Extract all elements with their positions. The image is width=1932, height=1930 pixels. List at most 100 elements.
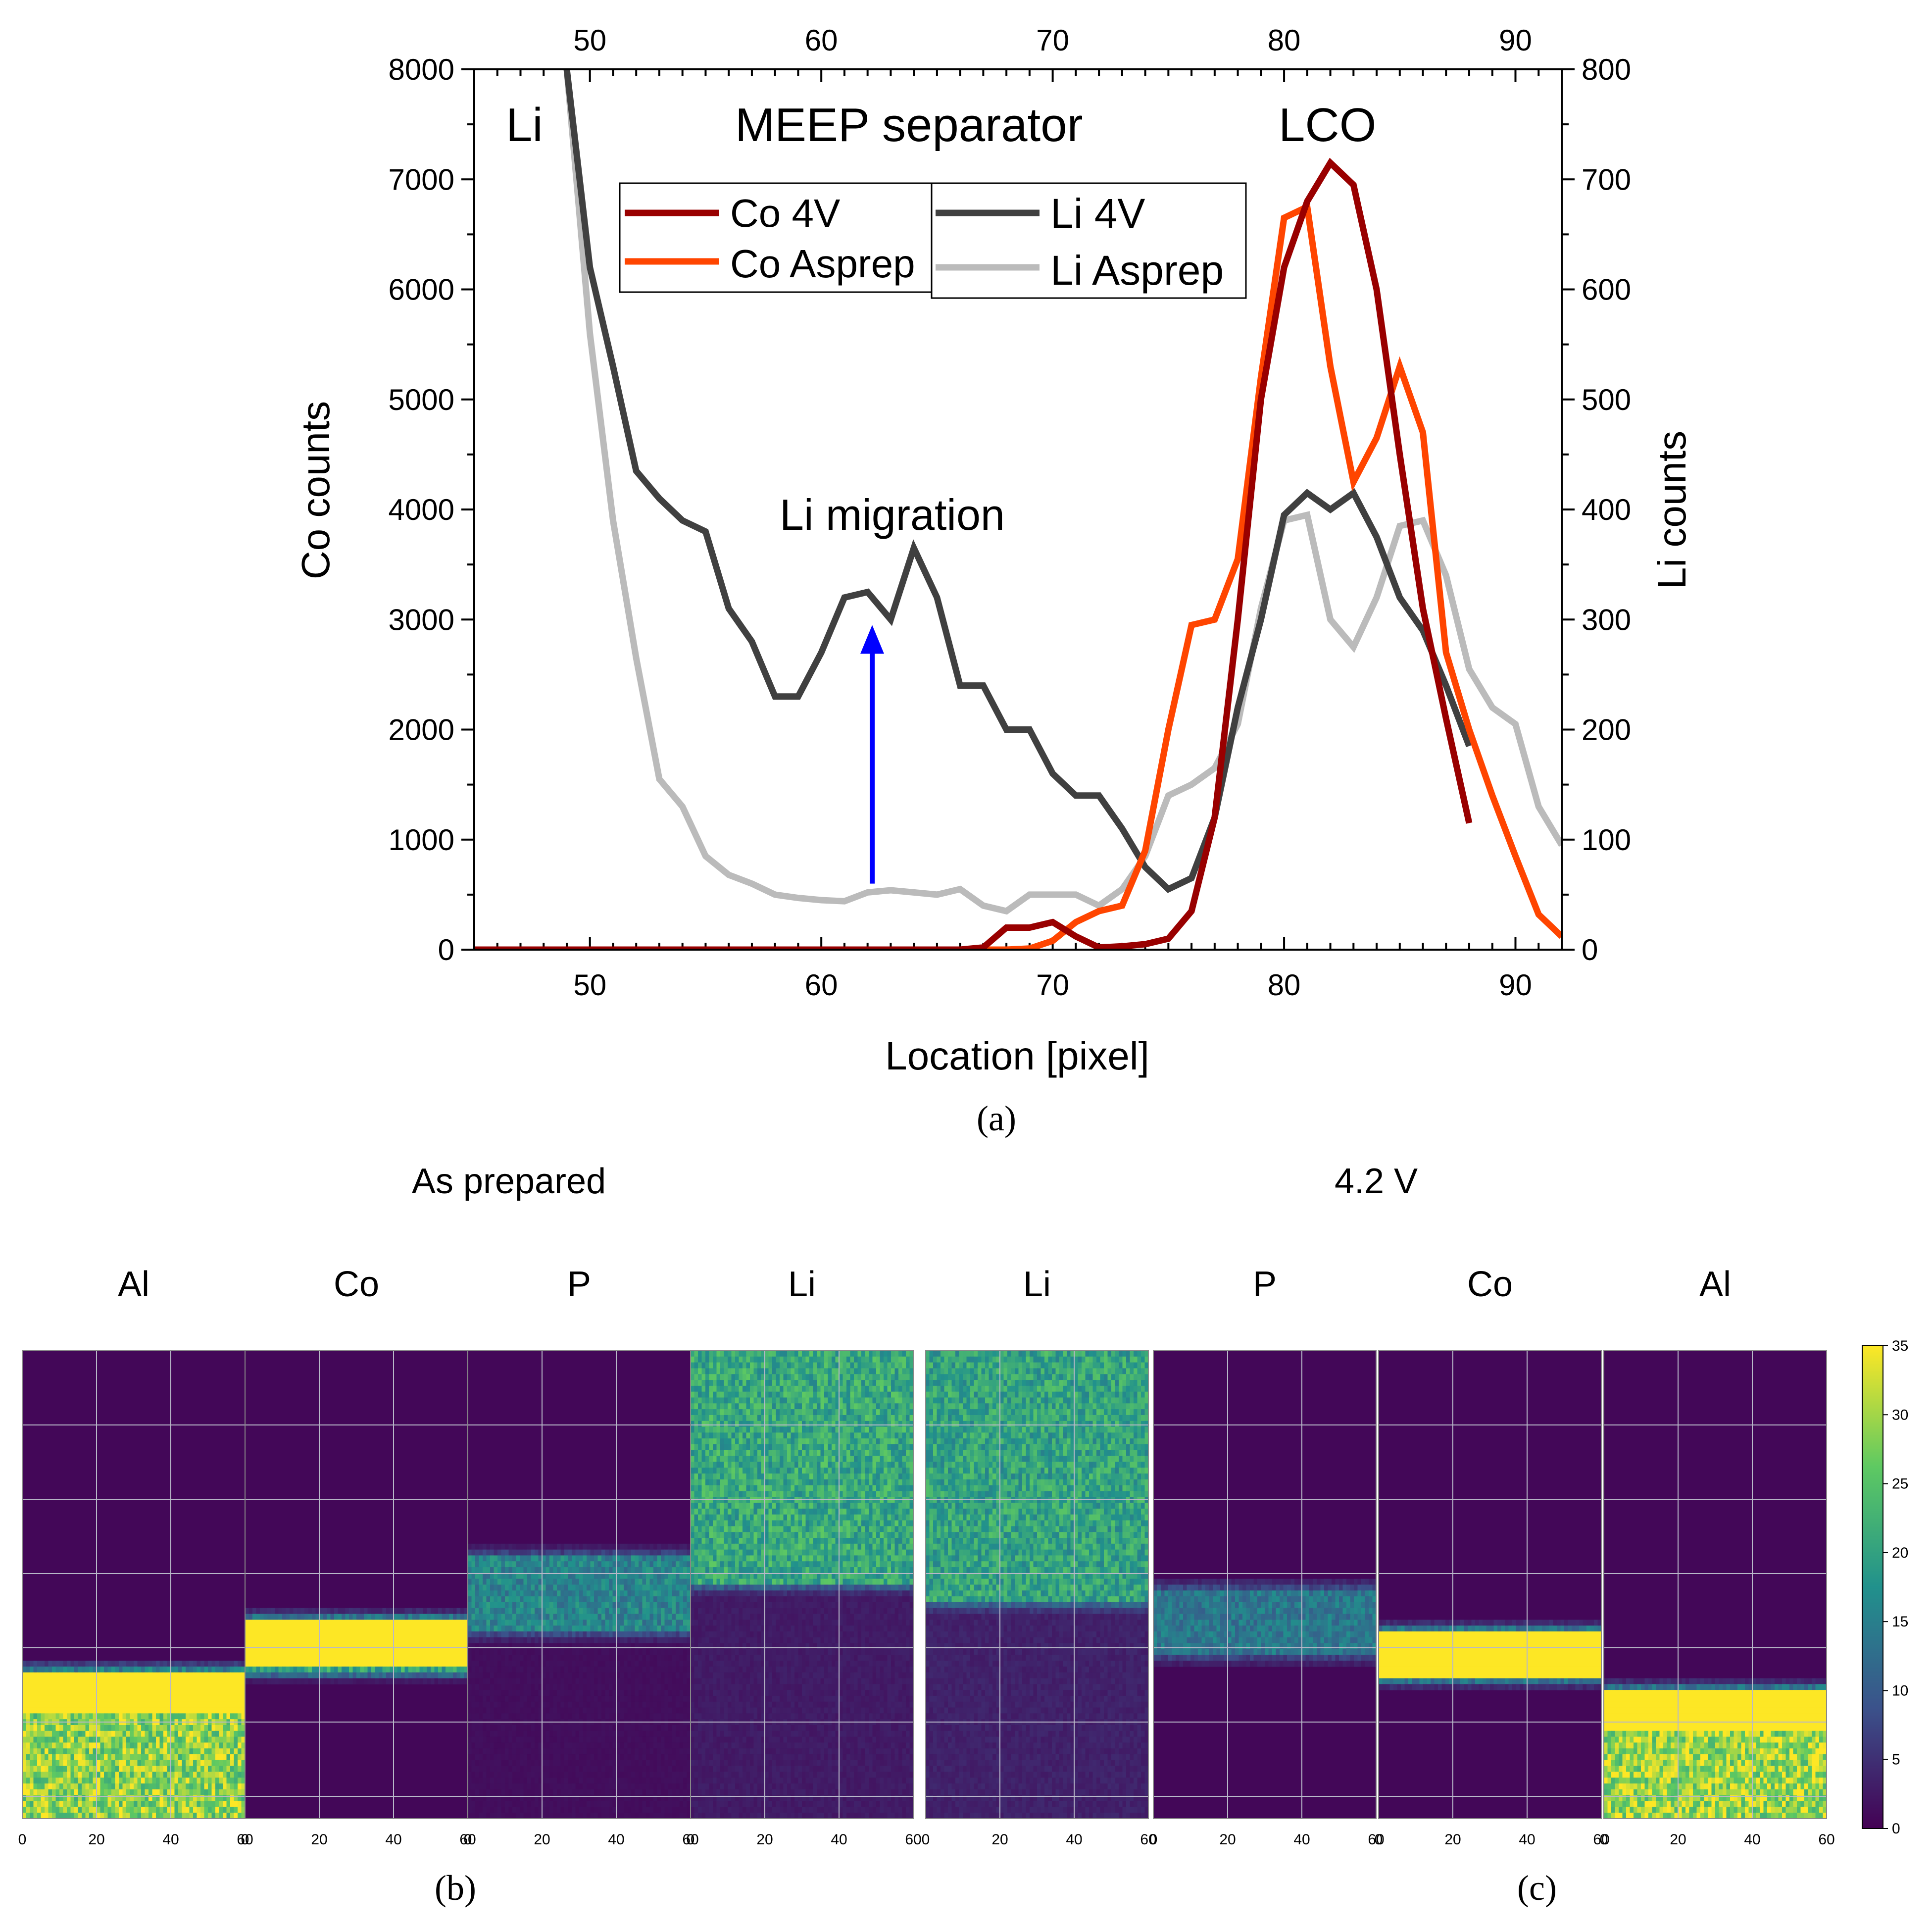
plot-frame [473,68,1563,951]
arrow-head [860,625,885,654]
colorbar-ticks: 0 5 10 15 20 25 30 35 [1883,1338,1908,1837]
heatmap-x-tick-label: 0 [18,1831,27,1848]
heatmap-al-4-2v [1604,1351,1827,1819]
heatmap-x-tick-label: 0 [687,1831,695,1848]
heatmap-x-tick-label: 40 [1066,1831,1082,1848]
heatmap-x-tick-label: 0 [1375,1831,1383,1848]
heatmap-x-tick-label: 20 [991,1831,1008,1848]
heatmap-x-tick-label: 60 [1140,1831,1156,1848]
y-tick-label-left: 0 [438,933,454,966]
heatmap-x-tick-label: 60 [1818,1831,1834,1848]
y-axis-label-left: Co counts [294,401,338,579]
heatmap-x-tick-label: 40 [831,1831,847,1848]
y-axis-label-right: Li counts [1650,431,1694,589]
annotation-li-migration: Li migration [780,490,1005,539]
heatmap-grid [22,1350,1827,1819]
y-tick-label-left: 6000 [389,273,454,306]
heatmap-p-as-prepared [468,1351,691,1819]
y-tick-label-right: 800 [1582,53,1631,86]
heatmap-x-tick-label: 0 [1149,1831,1158,1848]
annotation-lco: LCO [1279,99,1376,152]
legend-label-co-asprep: Co Asprep [730,242,915,286]
y-tick-label-right: 100 [1582,823,1631,857]
heatmap-frame [1603,1350,1827,1819]
heatmap-x-tick-label: 40 [608,1831,624,1848]
heatmap-x-tick-label: 60 [1368,1831,1384,1848]
heatmap-frame [690,1350,914,1819]
panel-label-b: (b) [435,1868,476,1908]
series-line-li-asprep [563,69,1562,915]
annotation-li: Li [506,99,543,152]
legend-label-li-asprep: Li Asprep [1050,247,1224,294]
colorbar-tick-label: 10 [1892,1682,1908,1699]
y-tick-label-left: 8000 [389,53,454,86]
y-tick-label-right: 200 [1582,713,1631,747]
legend-label-li-4v: Li 4V [1050,190,1145,237]
heatmap-x-tick-label: 20 [1670,1831,1686,1848]
heatmap-x-tick-label: 40 [1519,1831,1535,1848]
heatmap-title: P [1253,1265,1277,1304]
heatmap-x-tick-label: 40 [385,1831,401,1848]
heatmap-li-as-prepared [691,1351,914,1819]
heatmap-x-tick-label: 0 [464,1831,472,1848]
x-tick-label-top: 80 [1268,24,1301,57]
heatmap-title: Li [1023,1265,1051,1304]
x-tick-label-top: 90 [1499,24,1532,57]
colorbar-tick-label: 20 [1892,1545,1908,1561]
panel-label-c: (c) [1517,1868,1557,1908]
y-tick-label-left: 1000 [389,823,454,857]
heatmap-co-4-2v [1379,1351,1602,1819]
heatmap-title: Al [1699,1265,1731,1304]
heatmap-title: Co [1467,1265,1513,1304]
heatmap-titles: Al Co P Li Li P Co Al [118,1265,1731,1304]
series-line-co-asprep [474,202,1562,950]
legend-label-co-4v: Co 4V [730,191,841,235]
y-tick-label-left: 5000 [389,383,454,416]
series-line-co-4v [474,157,1473,950]
heatmap-x-tick-label: 20 [1444,1831,1461,1848]
heatmap-x-tick-label: 60 [1593,1831,1609,1848]
heatmap-li-4-2v [926,1351,1149,1819]
heatmap-x-tick-label: 20 [311,1831,327,1848]
axis-ticks [461,68,1575,951]
colorbar: 0 5 10 15 20 25 30 35 [1862,1338,1908,1837]
heatmap-co-as-prepared [245,1351,468,1819]
heatmap-x-tick-label: 40 [1293,1831,1310,1848]
group-title-4-2v: 4.2 V [1335,1162,1418,1201]
colorbar-tick-label: 35 [1892,1338,1908,1354]
colorbar-tick-label: 0 [1892,1821,1900,1837]
x-tick-label: 80 [1268,968,1301,1002]
y-tick-label-right: 0 [1582,933,1598,966]
heatmap-x-tick-label: 40 [162,1831,179,1848]
heatmap-x-tick-label: 20 [1219,1831,1236,1848]
y-tick-label-right: 300 [1582,603,1631,636]
heatmap-images [22,1351,1827,1819]
x-tick-label: 70 [1036,968,1069,1002]
y-tick-label-left: 4000 [389,493,454,526]
y-tick-label-right: 500 [1582,383,1631,416]
colorbar-tick-label: 30 [1892,1407,1908,1423]
x-tick-label: 60 [805,968,838,1002]
y-tick-label-left: 7000 [389,163,454,196]
x-tick-label: 50 [573,968,606,1002]
series-line-li-4v [563,69,1473,893]
heatmap-p-4-2v [1153,1351,1377,1819]
legend-co: Co 4V Co Asprep [619,182,933,293]
heatmap-x-tick-label: 0 [241,1831,249,1848]
heatmap-x-tick-label: 20 [534,1831,550,1848]
migration-arrow [860,625,885,884]
x-tick-label-top: 70 [1036,24,1069,57]
heatmap-x-tick-label: 60 [459,1831,476,1848]
y-tick-label-right: 400 [1582,493,1631,526]
heatmap-frame [925,1350,1149,1819]
x-tick-label: 90 [1499,968,1532,1002]
heatmap-x-tick-label: 20 [756,1831,773,1848]
heatmap-al-as-prepared [22,1351,246,1819]
colorbar-tick-label: 15 [1892,1614,1908,1630]
annotation-separator: MEEP separator [735,99,1083,152]
heatmap-x-ticks: 0 20 40 600 20 40 600 20 40 600 20 40 60 0 20 40 600 20 40… [18,1831,1835,1848]
y-tick-label-right: 700 [1582,163,1631,196]
